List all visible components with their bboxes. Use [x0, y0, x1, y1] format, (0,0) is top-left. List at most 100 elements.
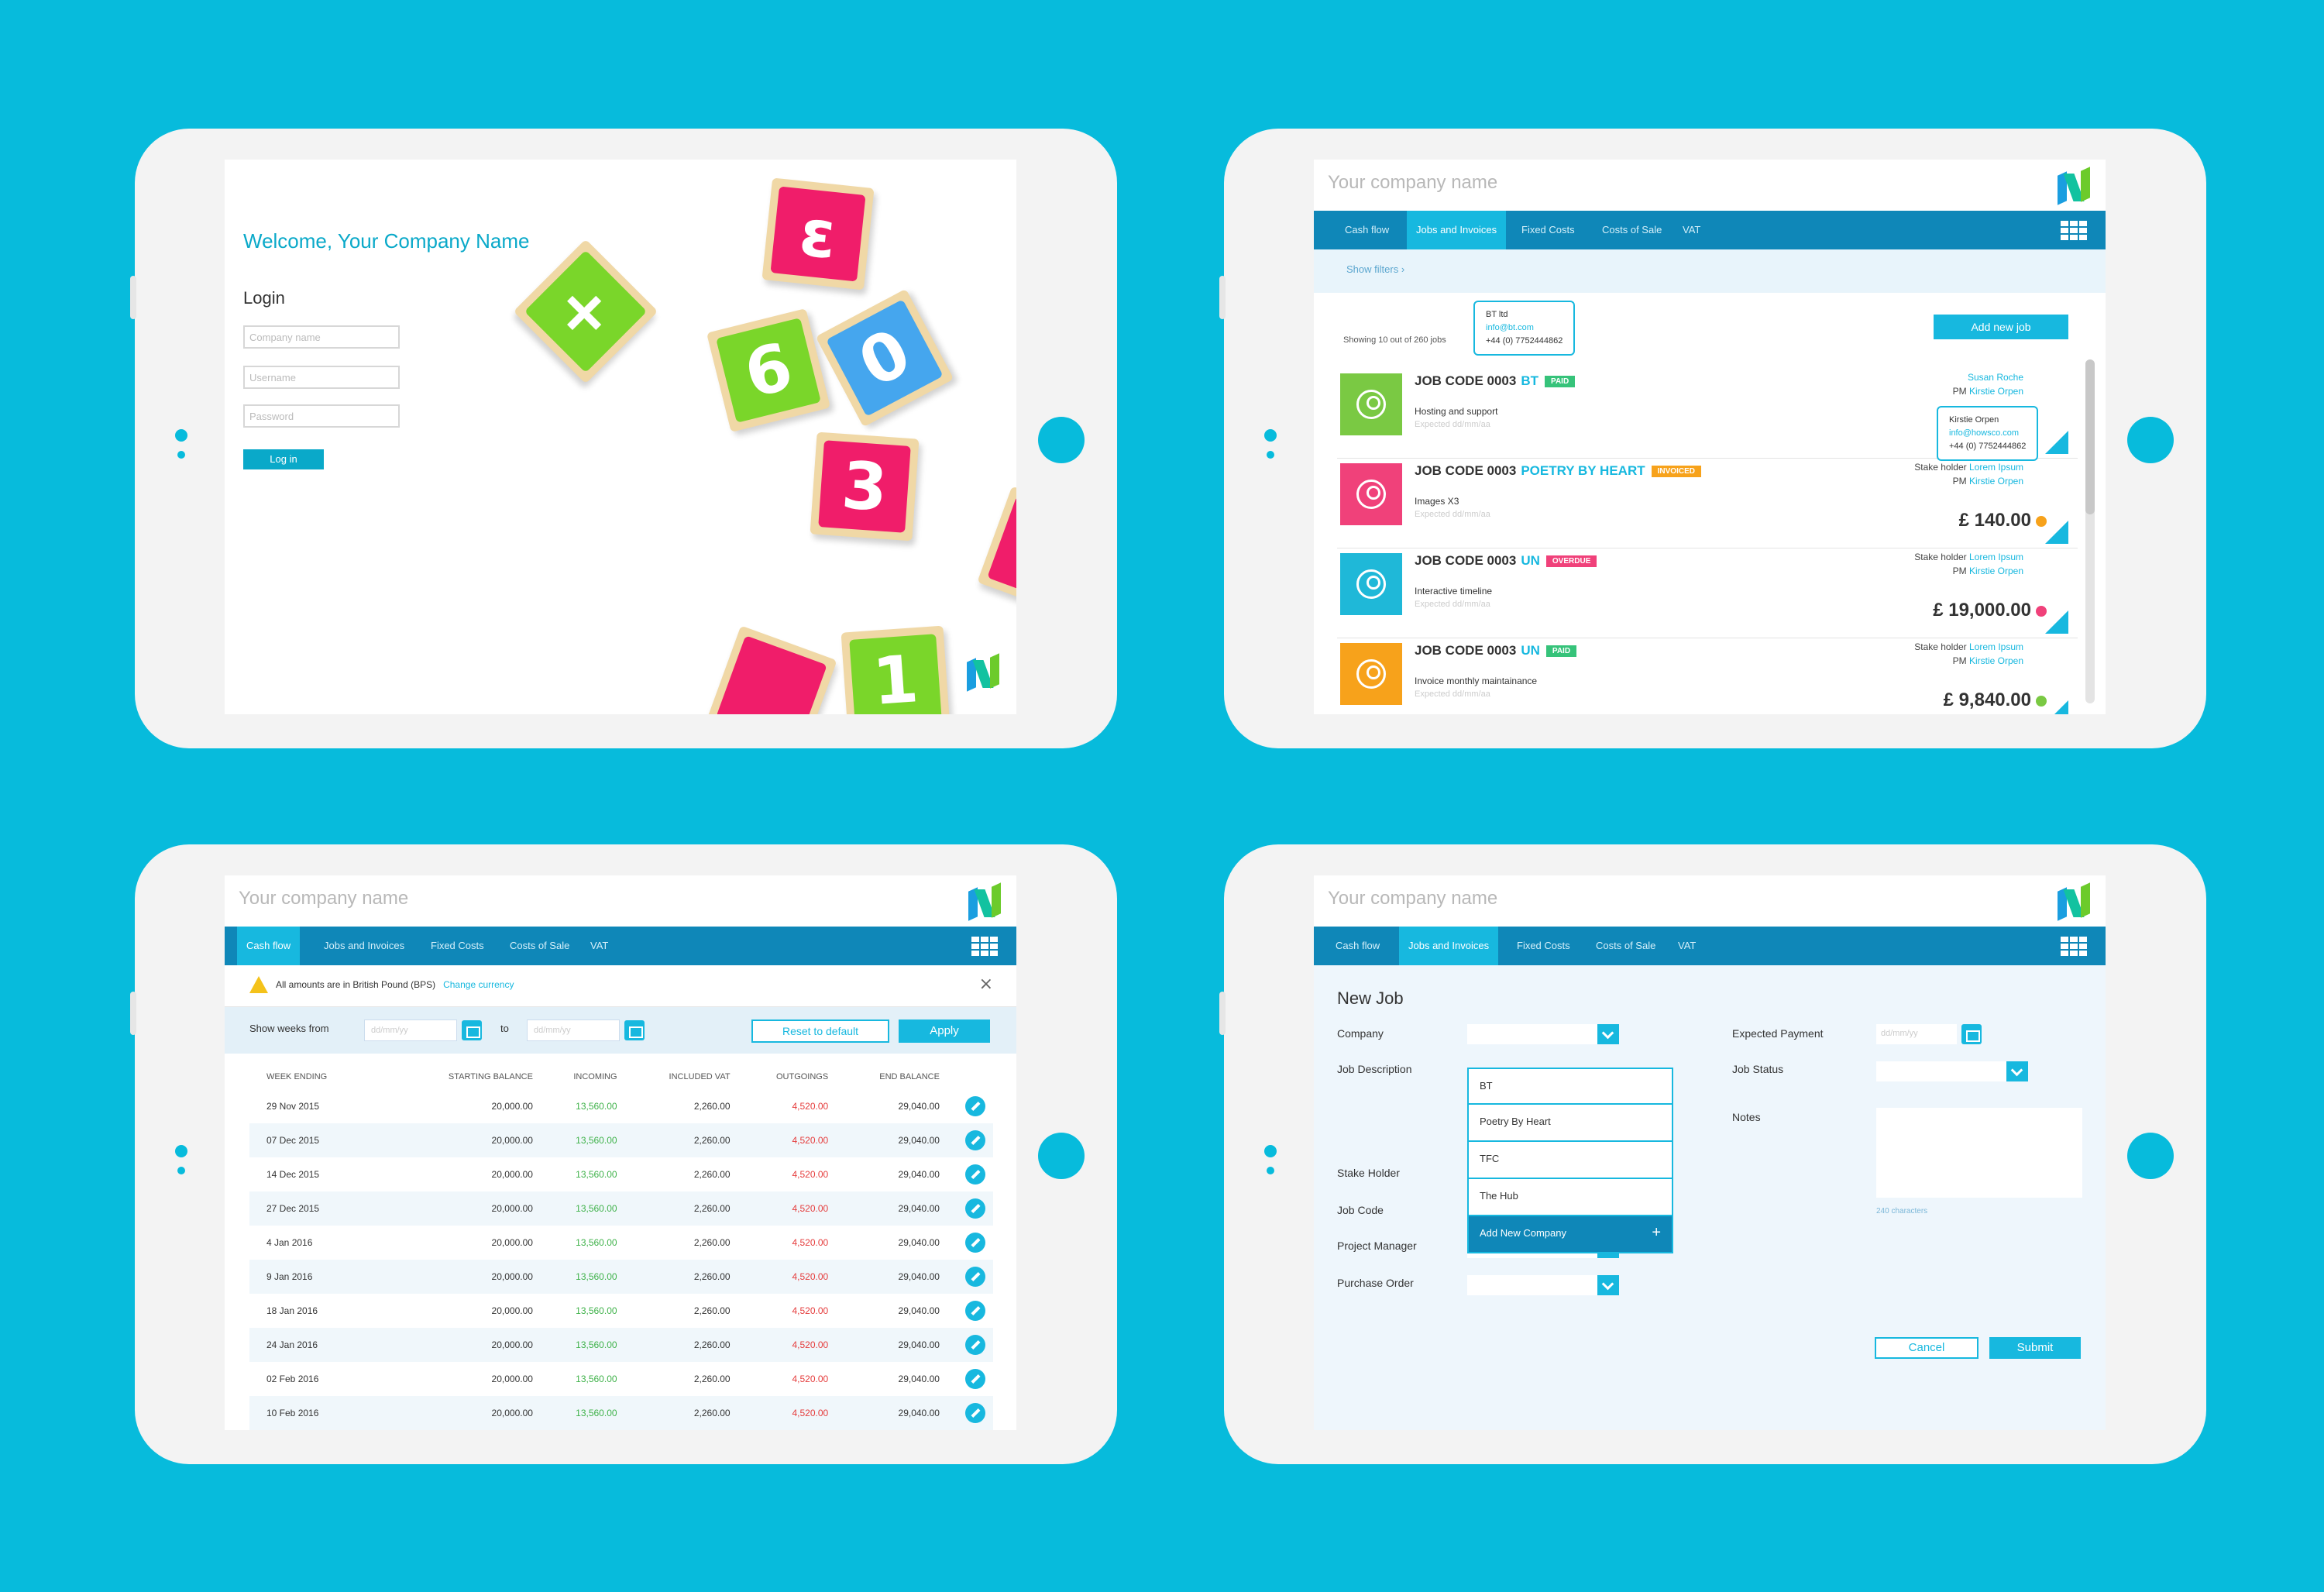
- edit-icon[interactable]: [965, 1335, 985, 1355]
- company-select[interactable]: [1467, 1024, 1619, 1044]
- company-name: Your company name: [239, 888, 409, 909]
- submit-button[interactable]: Submit: [1989, 1337, 2081, 1359]
- edit-icon[interactable]: [965, 1403, 985, 1423]
- cell-week-ending: 29 Nov 2015: [266, 1101, 320, 1112]
- job-status-select[interactable]: [1876, 1061, 2028, 1081]
- status-badge: OVERDUE: [1545, 555, 1597, 568]
- expand-corner-icon[interactable]: [2045, 431, 2068, 454]
- stake-holder-name[interactable]: Lorem Ipsum: [1968, 552, 2023, 562]
- apps-grid-icon[interactable]: [2061, 937, 2087, 957]
- add-new-job-button[interactable]: Add new job: [1934, 315, 2068, 339]
- tab-jobs-invoices[interactable]: Jobs and Invoices: [1399, 927, 1499, 965]
- tooltip-email[interactable]: info@bt.com: [1486, 323, 1534, 332]
- edit-icon[interactable]: [965, 1096, 985, 1116]
- chevron-down-icon: [2006, 1061, 2028, 1081]
- logo-icon: [2058, 882, 2092, 921]
- dropdown-item[interactable]: Poetry By Heart: [1467, 1105, 1673, 1142]
- job-row[interactable]: JOB CODE 0003 POETRY BY HEART INVOICED Imag…: [1337, 457, 2078, 548]
- notes-textarea[interactable]: [1876, 1108, 2082, 1198]
- tab-costs-of-sale[interactable]: Costs of Sale: [1596, 940, 1656, 951]
- dropdown-item[interactable]: TFC: [1467, 1142, 1673, 1179]
- add-new-company-item[interactable]: Add New Company +: [1467, 1216, 1673, 1253]
- pm-name[interactable]: Kirstie Orpen: [1968, 566, 2023, 576]
- filter-bar: Show filters ›: [1314, 249, 2106, 293]
- side-button: [1219, 992, 1226, 1035]
- edit-icon[interactable]: [965, 1369, 985, 1389]
- calendar-icon[interactable]: [1961, 1024, 1982, 1044]
- stake-holder-name[interactable]: Lorem Ipsum: [1968, 462, 2023, 473]
- tab-cash-flow[interactable]: Cash flow: [1345, 224, 1390, 236]
- cell-included-vat: 2,260.00: [693, 1374, 731, 1384]
- job-title: JOB CODE 0003 POETRY BY HEART INVOICED: [1415, 463, 1701, 479]
- tab-fixed-costs[interactable]: Fixed Costs: [431, 940, 484, 951]
- tooltip-email[interactable]: info@howsco.com: [1949, 428, 2020, 438]
- job-client[interactable]: UN: [1521, 643, 1540, 658]
- tab-vat[interactable]: VAT: [590, 940, 609, 951]
- edit-icon[interactable]: [965, 1233, 985, 1253]
- edit-icon[interactable]: [965, 1164, 985, 1185]
- close-icon[interactable]: ×: [978, 975, 993, 994]
- logo-icon: [968, 882, 1002, 921]
- tab-vat[interactable]: VAT: [1683, 224, 1701, 236]
- job-client[interactable]: UN: [1521, 553, 1540, 568]
- toy-block-six: 6: [706, 308, 831, 433]
- expand-corner-icon[interactable]: [2045, 521, 2068, 544]
- cell-included-vat: 2,260.00: [624, 1191, 738, 1226]
- edit-icon[interactable]: [965, 1130, 985, 1150]
- cancel-button[interactable]: Cancel: [1875, 1337, 1978, 1359]
- tab-costs-of-sale[interactable]: Costs of Sale: [510, 940, 570, 951]
- cell-incoming: 13,560.00: [576, 1101, 617, 1112]
- notes-label: Notes: [1732, 1111, 1761, 1123]
- date-from-input[interactable]: dd/mm/yy: [364, 1019, 457, 1041]
- tab-fixed-costs[interactable]: Fixed Costs: [1521, 224, 1575, 236]
- chevron-down-icon: [1597, 1024, 1619, 1044]
- tab-fixed-costs[interactable]: Fixed Costs: [1517, 940, 1570, 951]
- tab-jobs-invoices[interactable]: Jobs and Invoices: [1407, 211, 1507, 249]
- date-to-input[interactable]: dd/mm/yy: [527, 1019, 620, 1041]
- expand-corner-icon[interactable]: [2045, 700, 2068, 714]
- job-row[interactable]: JOB CODE 0003 UN PAID Invoice monthly maint…: [1337, 637, 2078, 714]
- tab-cash-flow[interactable]: Cash flow: [1336, 940, 1380, 951]
- expand-corner-icon[interactable]: [2045, 610, 2068, 634]
- job-row[interactable]: JOB CODE 0003 UN OVERDUE Interactive timeli…: [1337, 547, 2078, 638]
- company-name-input[interactable]: Company name: [243, 325, 400, 349]
- login-button[interactable]: Log in: [243, 449, 324, 469]
- edit-icon[interactable]: [965, 1301, 985, 1321]
- job-row[interactable]: JOB CODE 0003 BT PAID Hosting and support Ex…: [1337, 367, 2078, 459]
- tooltip-name: BT ltd: [1486, 310, 1508, 319]
- tab-jobs-invoices[interactable]: Jobs and Invoices: [324, 940, 405, 951]
- cell-starting-balance: 20,000.00: [389, 1328, 541, 1362]
- edit-icon[interactable]: [965, 1267, 985, 1287]
- edit-icon[interactable]: [965, 1198, 985, 1219]
- purchase-order-select[interactable]: [1467, 1275, 1619, 1295]
- reset-default-button[interactable]: Reset to default: [751, 1019, 889, 1043]
- job-title: JOB CODE 0003 UN PAID: [1415, 643, 1577, 658]
- change-currency-link[interactable]: Change currency: [443, 979, 514, 990]
- scroll-thumb[interactable]: [2085, 359, 2095, 514]
- pm-name[interactable]: Kirstie Orpen: [1968, 386, 2023, 397]
- camera: [175, 1145, 187, 1157]
- job-client[interactable]: BT: [1521, 373, 1539, 388]
- tab-cash-flow[interactable]: Cash flow: [237, 927, 301, 965]
- pm-name[interactable]: Kirstie Orpen: [1968, 476, 2023, 487]
- dropdown-item[interactable]: The Hub: [1467, 1179, 1673, 1216]
- dropdown-item[interactable]: BT: [1467, 1068, 1673, 1105]
- show-filters-link[interactable]: Show filters ›: [1346, 263, 1404, 275]
- apps-grid-icon[interactable]: [971, 937, 998, 957]
- apply-button[interactable]: Apply: [899, 1019, 990, 1043]
- expected-payment-input[interactable]: dd/mm/yy: [1876, 1024, 1957, 1044]
- show-weeks-label: Show weeks from: [249, 1023, 329, 1034]
- scrollbar[interactable]: [2085, 359, 2095, 703]
- stake-holder-name[interactable]: Susan Roche: [1967, 372, 2023, 383]
- calendar-icon[interactable]: [462, 1020, 482, 1040]
- pm-name[interactable]: Kirstie Orpen: [1968, 655, 2023, 666]
- stake-holder-name[interactable]: Lorem Ipsum: [1968, 641, 2023, 652]
- tab-vat[interactable]: VAT: [1678, 940, 1697, 951]
- password-input[interactable]: Password: [243, 404, 400, 428]
- job-amount: £ 140.00: [1958, 510, 2031, 531]
- calendar-icon[interactable]: [624, 1020, 645, 1040]
- tab-costs-of-sale[interactable]: Costs of Sale: [1602, 224, 1662, 236]
- job-client[interactable]: POETRY BY HEART: [1521, 463, 1645, 478]
- apps-grid-icon[interactable]: [2061, 221, 2087, 241]
- username-input[interactable]: Username: [243, 366, 400, 389]
